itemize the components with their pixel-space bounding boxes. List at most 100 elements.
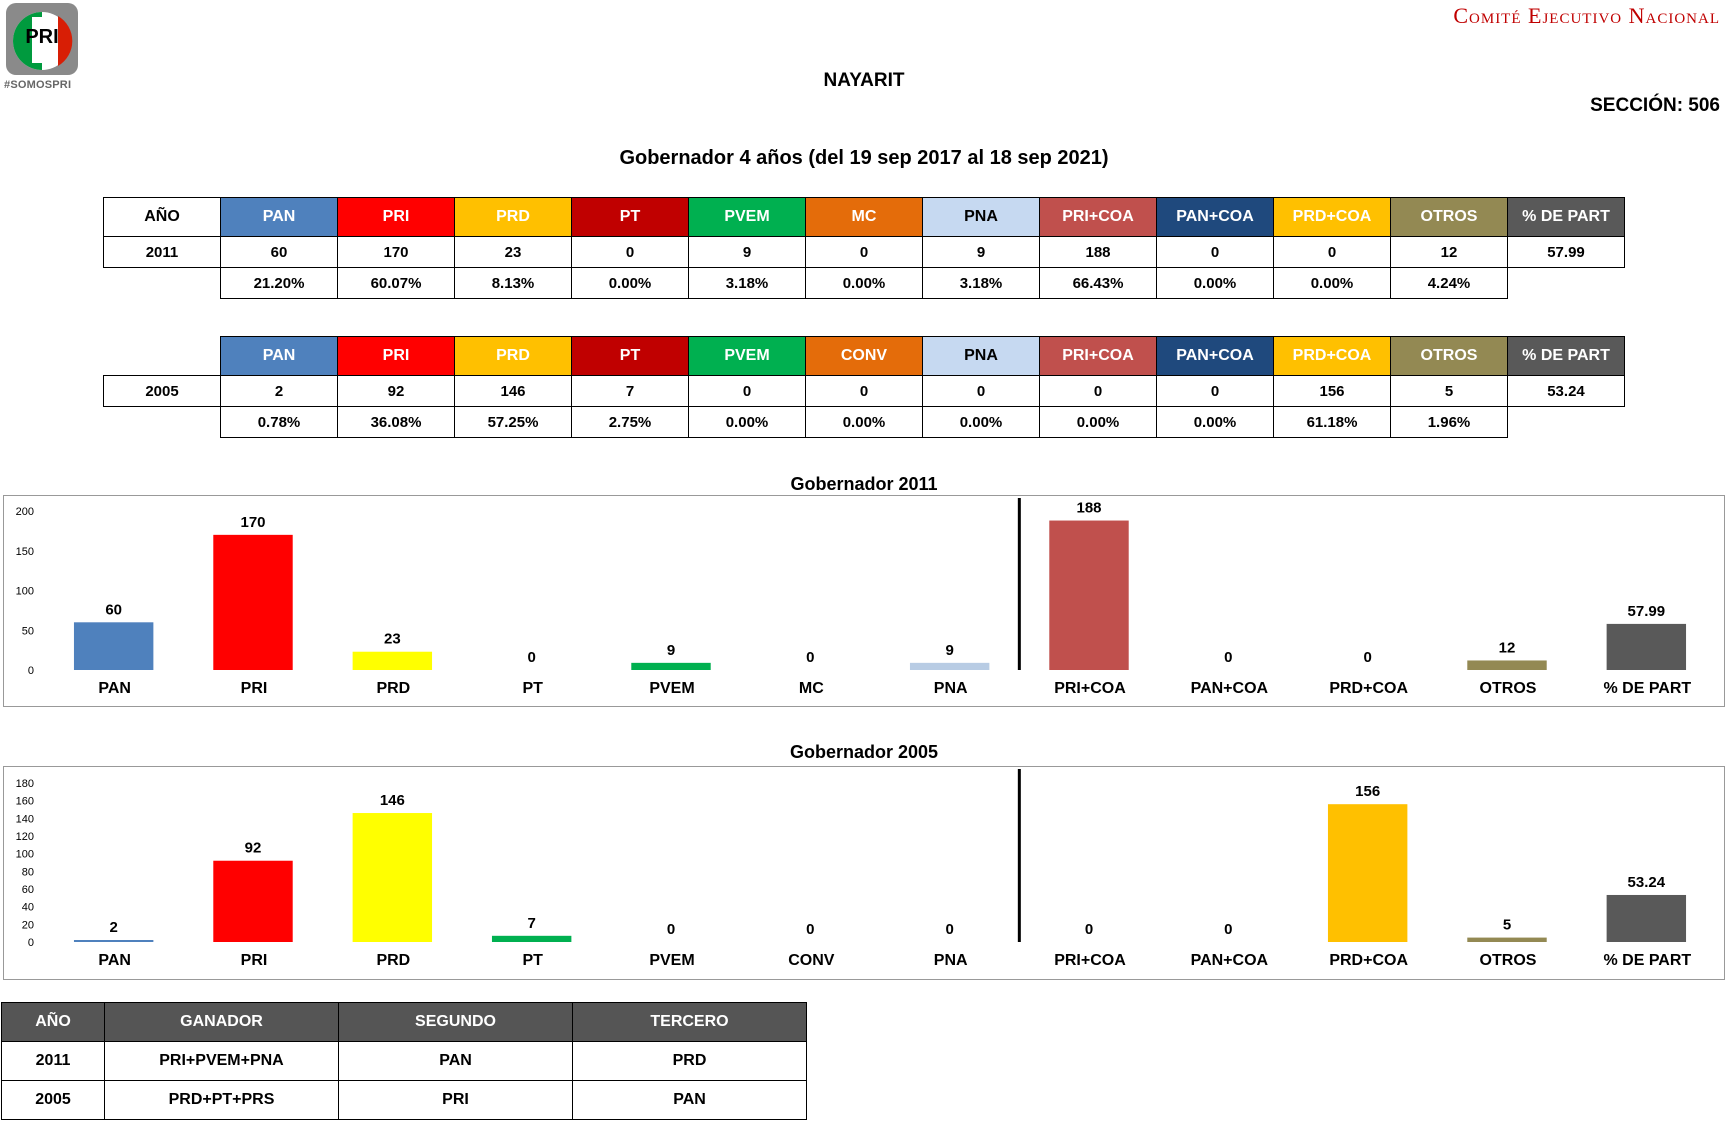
vote-value: 0 [1156, 236, 1274, 268]
bar [352, 813, 433, 942]
vote-value: 0 [922, 375, 1040, 407]
year-cell: 2005 [103, 375, 221, 407]
vote-percent: 0.00% [922, 406, 1040, 438]
chart-2005-svg: 0 20 40 60 80 100 120 140 160 180 2 PAN 92 PRI 146 PRD 7… [16, 769, 1691, 969]
party-header: PVEM [688, 336, 806, 376]
winners-cell: PRD+PT+PRS [104, 1080, 339, 1120]
chart-2011-svg: 0 50 100 150 200 60 PAN 170 PRI 23 PRD 0 PT 9 PVEM 0 MC 9… [16, 498, 1691, 697]
y-tick-label: 20 [22, 919, 34, 931]
vote-value: 0 [805, 375, 923, 407]
bar [491, 935, 572, 942]
category-label: PRD+COA [1329, 952, 1408, 969]
data-label: 5 [1503, 917, 1511, 934]
blank-cell [104, 407, 221, 438]
y-tick-label: 140 [16, 813, 34, 825]
data-label: 92 [245, 840, 262, 857]
vote-value: 2 [220, 375, 338, 407]
bar [1606, 623, 1687, 670]
vote-percent: 0.00% [805, 267, 923, 299]
vote-value: 57.99 [1507, 236, 1625, 268]
winners-header-third: TERCERO [572, 1002, 807, 1042]
category-label: PVEM [649, 952, 694, 969]
y-tick-label: 60 [22, 884, 34, 896]
bar [1606, 894, 1687, 942]
vote-value: 5 [1390, 375, 1508, 407]
vote-percent: 0.00% [1156, 267, 1274, 299]
data-label: 0 [806, 921, 814, 938]
category-label: CONV [788, 952, 835, 969]
party-header: PRI [337, 336, 455, 376]
party-header: PRD [454, 197, 572, 237]
bar [909, 662, 990, 670]
vote-value: 9 [922, 236, 1040, 268]
bar [352, 651, 433, 670]
party-header: PVEM [688, 197, 806, 237]
vote-percent: 66.43% [1039, 267, 1157, 299]
vote-value: 146 [454, 375, 572, 407]
chart-2011-title: Gobernador 2011 [790, 474, 938, 494]
y-tick-label: 0 [28, 665, 34, 677]
vote-percent: 0.00% [688, 406, 806, 438]
party-header: PRI [337, 197, 455, 237]
vote-value: 12 [1390, 236, 1508, 268]
category-label: PRD [376, 680, 410, 697]
party-header: PAN [220, 336, 338, 376]
y-tick-label: 100 [16, 849, 34, 861]
category-label: MC [799, 680, 824, 697]
data-label: 0 [527, 649, 535, 666]
bar [73, 622, 154, 670]
vote-value: 170 [337, 236, 455, 268]
vote-value: 0 [1156, 375, 1274, 407]
data-label: 188 [1076, 500, 1101, 517]
chart-2011: 0 50 100 150 200 60 PAN 170 PRI 23 PRD 0 PT 9 PVEM 0 MC 9… [3, 495, 1725, 707]
organization-name: Comité Ejecutivo Nacional [1453, 3, 1720, 28]
y-tick-label: 50 [22, 625, 34, 637]
vote-percent: 0.00% [1156, 406, 1274, 438]
data-label: 0 [1224, 921, 1232, 938]
vote-value: 0 [571, 236, 689, 268]
bar [1327, 804, 1408, 942]
data-label: 156 [1355, 783, 1380, 800]
party-header: PAN+COA [1156, 336, 1274, 376]
category-label: PAN+COA [1191, 680, 1269, 697]
vote-value: 7 [571, 375, 689, 407]
party-header: PNA [922, 336, 1040, 376]
vote-value: 0 [1039, 375, 1157, 407]
bar [1467, 937, 1547, 942]
year-header: AÑO [103, 197, 221, 237]
vote-percent: 0.00% [1273, 267, 1391, 299]
logo-lettering: PRI [25, 26, 58, 48]
vote-percent: 60.07% [337, 267, 455, 299]
winners-header-second: SEGUNDO [338, 1002, 573, 1042]
winners-cell: 2011 [1, 1041, 105, 1081]
party-header: CONV [805, 336, 923, 376]
bar [1049, 520, 1129, 670]
data-label: 0 [1085, 921, 1093, 938]
vote-percent: 61.18% [1273, 406, 1391, 438]
data-label: 12 [1499, 639, 1516, 656]
category-label: PNA [934, 680, 968, 697]
data-label: 146 [380, 792, 405, 809]
data-label: 60 [105, 601, 122, 618]
category-label: % DE PART [1603, 952, 1691, 969]
category-label: PT [522, 952, 543, 969]
category-label: PRI+COA [1054, 680, 1126, 697]
winners-cell: PAN [572, 1080, 807, 1120]
party-header: OTROS [1390, 197, 1508, 237]
vote-percent: 0.00% [805, 406, 923, 438]
category-label: PVEM [649, 680, 694, 697]
category-label: PRI [241, 680, 268, 697]
blank-cell [1508, 407, 1625, 438]
winners-cell: PRD [572, 1041, 807, 1081]
party-header: PRD [454, 336, 572, 376]
blank-cell [104, 268, 221, 299]
vote-percent: 0.00% [571, 267, 689, 299]
party-header: MC [805, 197, 923, 237]
data-label: 0 [945, 921, 953, 938]
party-header: PRD+COA [1273, 197, 1391, 237]
winners-header-year: AÑO [1, 1002, 105, 1042]
pri-logo: PRI [6, 3, 78, 75]
category-label: PAN+COA [1191, 952, 1269, 969]
winners-cell: PRI [338, 1080, 573, 1120]
vote-value: 60 [220, 236, 338, 268]
